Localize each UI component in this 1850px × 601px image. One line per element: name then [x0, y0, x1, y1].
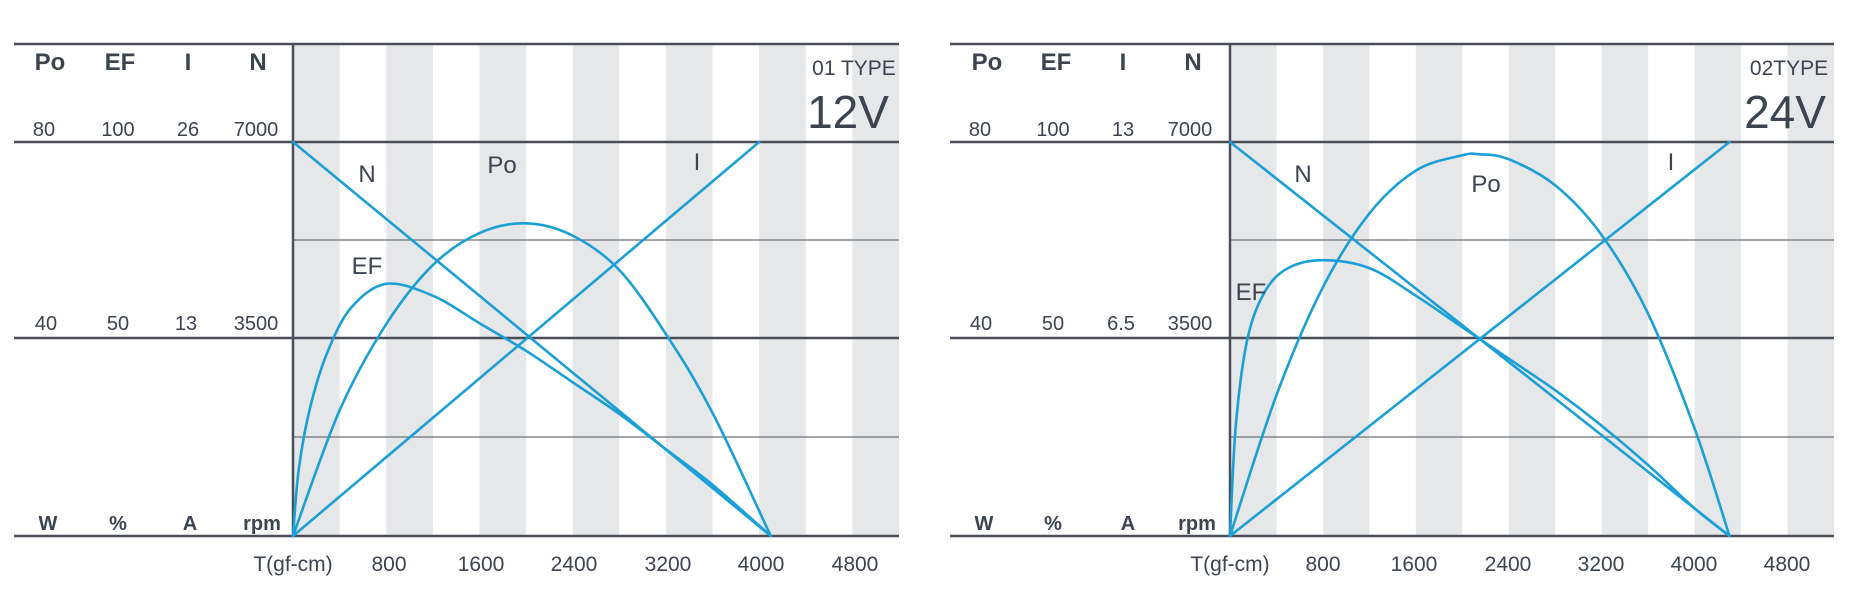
scale-mid-po: 40 — [970, 313, 992, 335]
type-label: 01 TYPE — [812, 57, 896, 80]
curve-label-po: Po — [487, 152, 516, 179]
background-band — [1694, 44, 1742, 536]
x-tick-4000: 4000 — [738, 553, 785, 576]
chart-panel-02-type: Po EF I N 80 100 13 7000 40 50 6.5 3500 … — [950, 42, 1834, 576]
scale-mid-ef: 50 — [1042, 313, 1064, 335]
grid-lines — [14, 42, 899, 538]
x-tick-1600: 1600 — [458, 553, 505, 576]
type-label: 02TYPE — [1750, 57, 1828, 80]
header-i: I — [185, 49, 192, 76]
curve-po — [291, 221, 773, 538]
background-bands — [1230, 44, 1834, 536]
unit-percent: % — [1044, 513, 1062, 535]
voltage-label: 24V — [1744, 86, 1826, 138]
header-po: Po — [972, 49, 1003, 76]
curve-label-ef: EF — [352, 253, 383, 280]
scale-top-ef: 100 — [1036, 119, 1069, 141]
curve-n — [291, 140, 773, 538]
scale-top-n: 7000 — [234, 119, 279, 141]
scale-mid-n: 3500 — [1168, 313, 1213, 335]
header-n: N — [1184, 49, 1201, 76]
curve-label-i: I — [694, 149, 701, 176]
background-band — [572, 44, 620, 536]
voltage-label: 12V — [807, 86, 889, 138]
x-tick-800: 800 — [1305, 553, 1340, 576]
x-tick-2400: 2400 — [1485, 553, 1532, 576]
background-band — [1230, 44, 1277, 536]
chart-panel-01-type: Po EF I N 80 100 26 7000 40 50 13 3500 W… — [14, 42, 899, 576]
background-band — [1322, 44, 1370, 536]
scale-top-i: 26 — [177, 119, 199, 141]
background-band — [759, 44, 806, 536]
x-tick-2400: 2400 — [551, 553, 598, 576]
curves — [291, 140, 773, 538]
background-band — [1415, 44, 1463, 536]
scale-mid-ef: 50 — [107, 313, 129, 335]
background-band — [1787, 44, 1834, 536]
x-tick-4800: 4800 — [832, 553, 879, 576]
scale-mid-i: 13 — [175, 313, 197, 335]
curve-i — [291, 140, 761, 538]
unit-a: A — [183, 513, 197, 535]
unit-a: A — [1121, 513, 1135, 535]
background-band — [479, 44, 527, 536]
header-ef: EF — [1041, 49, 1072, 76]
curve-label-ef: EF — [1236, 279, 1267, 306]
header-i: I — [1120, 49, 1127, 76]
x-axis-label: T(gf-cm) — [1190, 553, 1269, 576]
curve-label-n: N — [1294, 161, 1311, 188]
unit-w: W — [975, 513, 994, 535]
x-tick-1600: 1600 — [1391, 553, 1438, 576]
background-band — [1601, 44, 1649, 536]
curve-po — [1228, 152, 1731, 538]
curve-label-po: Po — [1471, 171, 1500, 198]
unit-rpm: rpm — [1178, 513, 1216, 535]
scale-top-i: 13 — [1112, 119, 1134, 141]
header-ef: EF — [105, 49, 136, 76]
curve-ef — [1228, 258, 1731, 538]
unit-percent: % — [109, 513, 127, 535]
x-tick-800: 800 — [371, 553, 406, 576]
scale-top-n: 7000 — [1168, 119, 1213, 141]
curve-ef — [291, 282, 773, 538]
scale-top-po: 80 — [969, 119, 991, 141]
unit-rpm: rpm — [243, 513, 281, 535]
curve-label-i: I — [1668, 149, 1675, 176]
background-band — [852, 44, 899, 536]
scale-mid-i: 6.5 — [1107, 313, 1135, 335]
grid-lines — [950, 42, 1834, 538]
scale-top-ef: 100 — [101, 119, 134, 141]
header-po: Po — [35, 49, 66, 76]
x-tick-4800: 4800 — [1764, 553, 1811, 576]
x-tick-4000: 4000 — [1671, 553, 1718, 576]
background-band — [1508, 44, 1556, 536]
curve-label-n: N — [358, 161, 375, 188]
scale-top-po: 80 — [33, 119, 55, 141]
scale-mid-po: 40 — [35, 313, 57, 335]
x-axis-label: T(gf-cm) — [253, 553, 332, 576]
header-n: N — [249, 49, 266, 76]
background-band — [665, 44, 713, 536]
unit-w: W — [39, 513, 58, 535]
x-tick-3200: 3200 — [645, 553, 692, 576]
curves — [1228, 140, 1731, 538]
scale-mid-n: 3500 — [234, 313, 279, 335]
x-tick-3200: 3200 — [1578, 553, 1625, 576]
